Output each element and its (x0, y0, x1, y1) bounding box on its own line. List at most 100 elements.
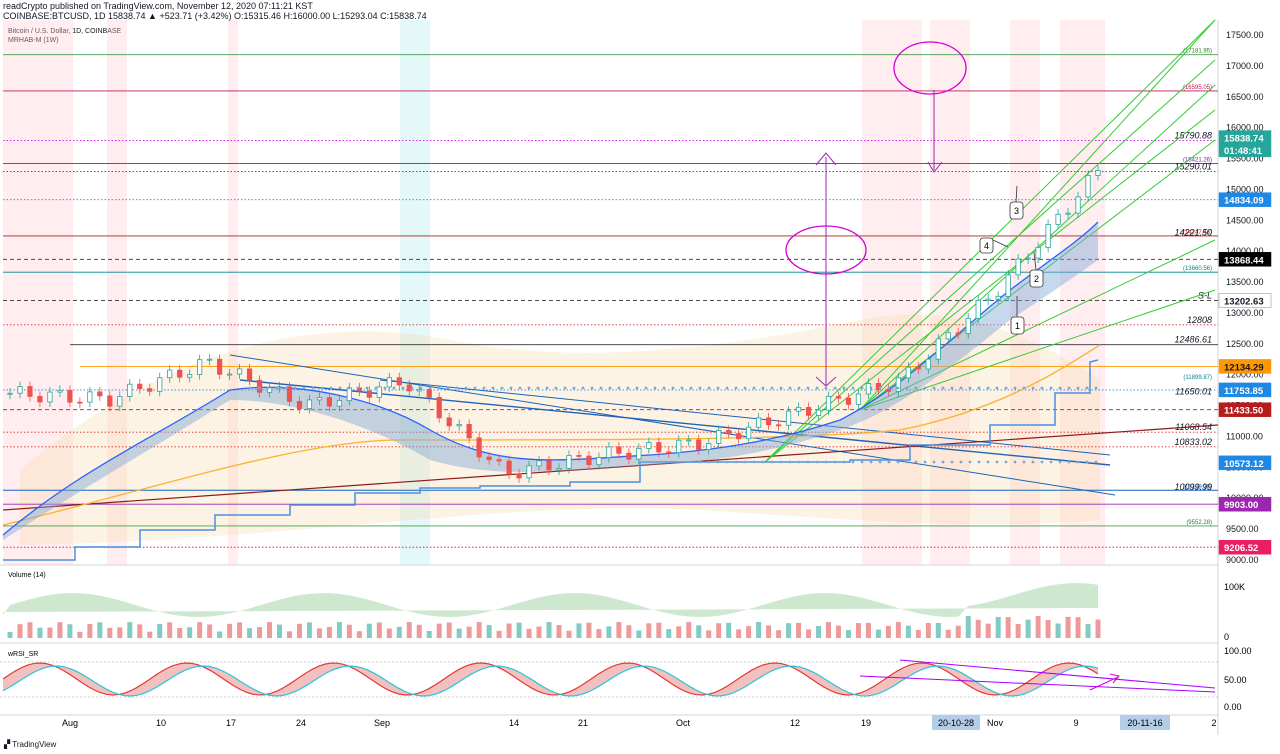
candle (1095, 170, 1101, 176)
support-dot (905, 386, 909, 390)
price-tag-label: 13202.63 (1224, 296, 1264, 307)
price-axis-tick: 16000.00 (1226, 123, 1264, 133)
candle (426, 389, 432, 398)
volume-bar (1085, 624, 1091, 638)
wrsi-title: wRSI_SR (7, 651, 38, 658)
support-dot (761, 386, 765, 390)
support-dot (1094, 386, 1098, 390)
volume-bar (985, 623, 991, 638)
volume-bar (167, 622, 173, 638)
volume-bar (326, 626, 332, 638)
logo-text: TradingView (12, 740, 57, 749)
candle (845, 397, 852, 405)
support-dot (833, 460, 837, 464)
volume-bar (277, 624, 283, 638)
time-axis-label: Sep (374, 718, 390, 728)
candle (456, 424, 462, 427)
volume-bar (296, 623, 302, 638)
volume-bar (566, 630, 572, 638)
price-axis-tick: 13500.00 (1226, 277, 1264, 287)
price-axis-tick: 11000.00 (1226, 431, 1263, 441)
candle (965, 317, 971, 334)
candle (696, 439, 702, 450)
support-dot (536, 386, 540, 390)
candle (955, 332, 961, 335)
price-tag-label: 9903.00 (1224, 500, 1258, 511)
level-label: 15290.01 (1174, 161, 1212, 171)
support-dot (950, 386, 954, 390)
support-dot (869, 386, 873, 390)
volume-bar (606, 626, 612, 638)
level-label: (10129.18) (1183, 484, 1212, 490)
support-dot (923, 386, 927, 390)
price-tag-label: 12134.29 (1224, 362, 1264, 373)
candle (566, 455, 572, 469)
level-label: 10099.99 (1174, 482, 1212, 492)
support-dot (248, 386, 252, 390)
tradingview-logo[interactable]: ▞ TradingView (4, 740, 56, 749)
support-dot (977, 386, 981, 390)
candle (995, 295, 1001, 300)
support-dot (887, 386, 891, 390)
support-dot (788, 460, 792, 464)
candle (775, 424, 782, 427)
level-label: (17181.95) (1183, 49, 1212, 55)
volume-bar (786, 623, 792, 638)
support-dot (464, 386, 468, 390)
volume-bar (875, 629, 881, 638)
volume-bar (197, 622, 203, 638)
volume-bar (885, 625, 891, 638)
volume-bar (237, 622, 243, 638)
support-dot (509, 386, 513, 390)
volume-bar (865, 622, 871, 638)
candle (167, 369, 173, 379)
price-tag (1218, 359, 1272, 374)
volume-bar (586, 622, 592, 638)
volume-bar (1035, 616, 1041, 638)
time-axis-label: 10 (156, 718, 166, 728)
support-dot (455, 386, 459, 390)
indicator-title[interactable]: MRHAB-M (1W) (8, 37, 59, 44)
support-dot (977, 460, 981, 464)
support-dot (725, 386, 729, 390)
support-dot (1031, 386, 1035, 390)
support-dot (986, 460, 990, 464)
time-axis-label: 9 (1073, 718, 1078, 728)
candle (576, 455, 582, 457)
volume-bar (766, 625, 772, 638)
volume-bar (995, 616, 1001, 638)
candle (47, 391, 53, 403)
callout-1[interactable]: 1 (1015, 321, 1020, 331)
volume-bar (386, 628, 392, 638)
price-tag-label: 11753.85 (1224, 386, 1264, 397)
callout-3[interactable]: 3 (1014, 206, 1019, 216)
volume-title: Volume (14) (8, 572, 46, 579)
candle (875, 383, 882, 390)
volume-bar (117, 627, 123, 638)
price-tag (1218, 402, 1272, 417)
volume-bar (247, 628, 253, 638)
volume-bar (706, 630, 712, 638)
support-dot (1013, 460, 1017, 464)
support-dot (572, 386, 576, 390)
volume-bar (666, 629, 672, 638)
candle (676, 439, 682, 454)
support-dot (716, 460, 720, 464)
volume-bar (546, 622, 552, 638)
support-dot (959, 386, 963, 390)
symbol-title[interactable]: Bitcoin / U.S. Dollar, 1D, COINBASE (8, 28, 122, 35)
volume-bar (965, 616, 971, 638)
level-label: 14221.50 (1174, 227, 1212, 237)
candle (616, 446, 622, 454)
support-dot (707, 460, 711, 464)
support-dot (725, 460, 729, 464)
callout-2[interactable]: 2 (1034, 274, 1039, 284)
candle (77, 401, 83, 404)
wrsi-tick: 100.00 (1224, 646, 1252, 656)
volume-bar (696, 625, 702, 638)
candle (925, 358, 931, 370)
price-tag (1218, 142, 1272, 158)
volume-bar (17, 624, 23, 638)
callout-4[interactable]: 4 (984, 241, 989, 251)
